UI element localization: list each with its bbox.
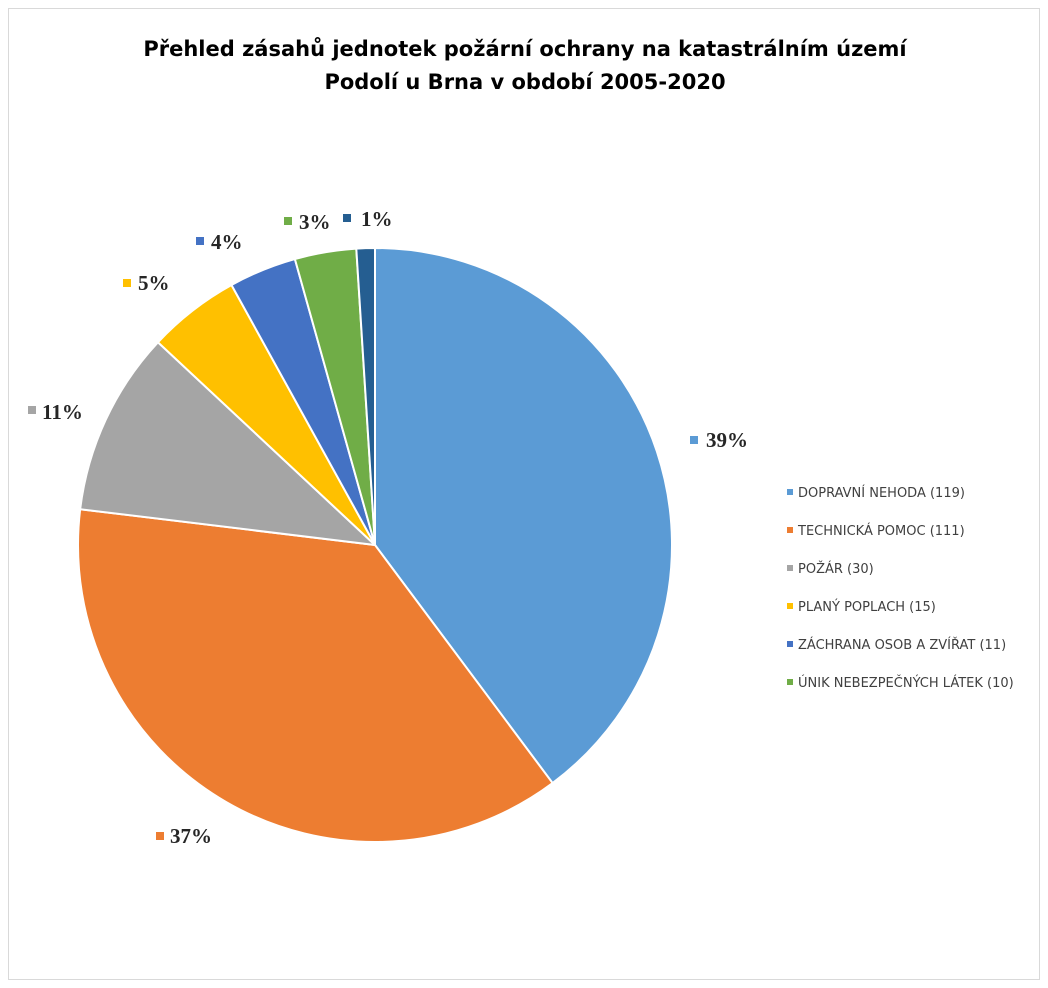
percent-label-text: 1% — [361, 207, 393, 231]
percent-label-zachrana-osob-a-zvirat: 4% — [196, 230, 243, 254]
legend-item-zachrana-osob-a-zvirat: ZÁCHRANA OSOB A ZVÍŘAT (11) — [787, 637, 1006, 653]
pie-slices — [77, 247, 673, 843]
legend-label: DOPRAVNÍ NEHODA (119) — [798, 485, 965, 501]
percent-label-dopravni-nehoda: 39% — [690, 428, 748, 452]
legend-label: ZÁCHRANA OSOB A ZVÍŘAT (11) — [798, 637, 1006, 653]
percent-label-text: 37% — [170, 824, 212, 848]
chart-title: Přehled zásahů jednotek požární ochrany … — [9, 33, 1041, 99]
percent-label-other: 1% — [343, 207, 393, 231]
percent-label-technicka-pomoc: 37% — [156, 824, 212, 848]
chart-title-line-2: Podolí u Brna v období 2005-2020 — [324, 70, 726, 94]
percent-label-unik-nebezpecnych-latek: 3% — [284, 210, 331, 234]
percent-label-marker — [284, 217, 292, 225]
percent-label-text: 11% — [42, 400, 83, 424]
percent-label-marker — [28, 406, 36, 414]
legend-item-unik-nebezpecnych-latek: ÚNIK NEBEZPEČNÝCH LÁTEK (10) — [787, 675, 1014, 691]
pie-slice-dopravni-nehoda — [374, 247, 673, 785]
legend-swatch — [787, 489, 793, 495]
legend-label: TECHNICKÁ POMOC (111) — [797, 523, 965, 539]
legend-label: ÚNIK NEBEZPEČNÝCH LÁTEK (10) — [798, 675, 1014, 691]
pie-slice-pozar — [79, 341, 376, 546]
percent-label-text: 5% — [138, 271, 170, 295]
pie-slice-other — [355, 247, 376, 546]
percent-labels: 39% 37% 11% 5% 4% 3% 1% — [28, 207, 748, 848]
legend-swatch — [787, 565, 793, 571]
percent-label-marker — [196, 237, 204, 245]
percent-label-marker — [343, 214, 351, 222]
legend-item-pozar: POŽÁR (30) — [787, 561, 874, 577]
pie-slice-technicka-pomoc — [77, 508, 554, 843]
legend-swatch — [787, 527, 793, 533]
chart-title-line-1: Přehled zásahů jednotek požární ochrany … — [143, 37, 907, 61]
percent-label-plany-poplach: 5% — [123, 271, 170, 295]
legend-swatch — [787, 641, 793, 647]
percent-label-text: 3% — [299, 210, 331, 234]
legend-item-plany-poplach: PLANÝ POPLACH (15) — [787, 599, 936, 615]
legend-item-technicka-pomoc: TECHNICKÁ POMOC (111) — [787, 523, 965, 539]
percent-label-marker — [123, 279, 131, 287]
percent-label-text: 39% — [706, 428, 748, 452]
legend-swatch — [787, 679, 793, 685]
percent-label-marker — [690, 436, 698, 444]
percent-label-marker — [156, 832, 164, 840]
percent-label-pozar: 11% — [28, 400, 83, 424]
legend: DOPRAVNÍ NEHODA (119) TECHNICKÁ POMOC (11… — [787, 485, 1014, 691]
legend-label: PLANÝ POPLACH (15) — [798, 599, 936, 615]
legend-swatch — [787, 603, 793, 609]
legend-item-dopravni-nehoda: DOPRAVNÍ NEHODA (119) — [787, 485, 965, 501]
legend-label: POŽÁR (30) — [798, 561, 874, 577]
percent-label-text: 4% — [211, 230, 243, 254]
